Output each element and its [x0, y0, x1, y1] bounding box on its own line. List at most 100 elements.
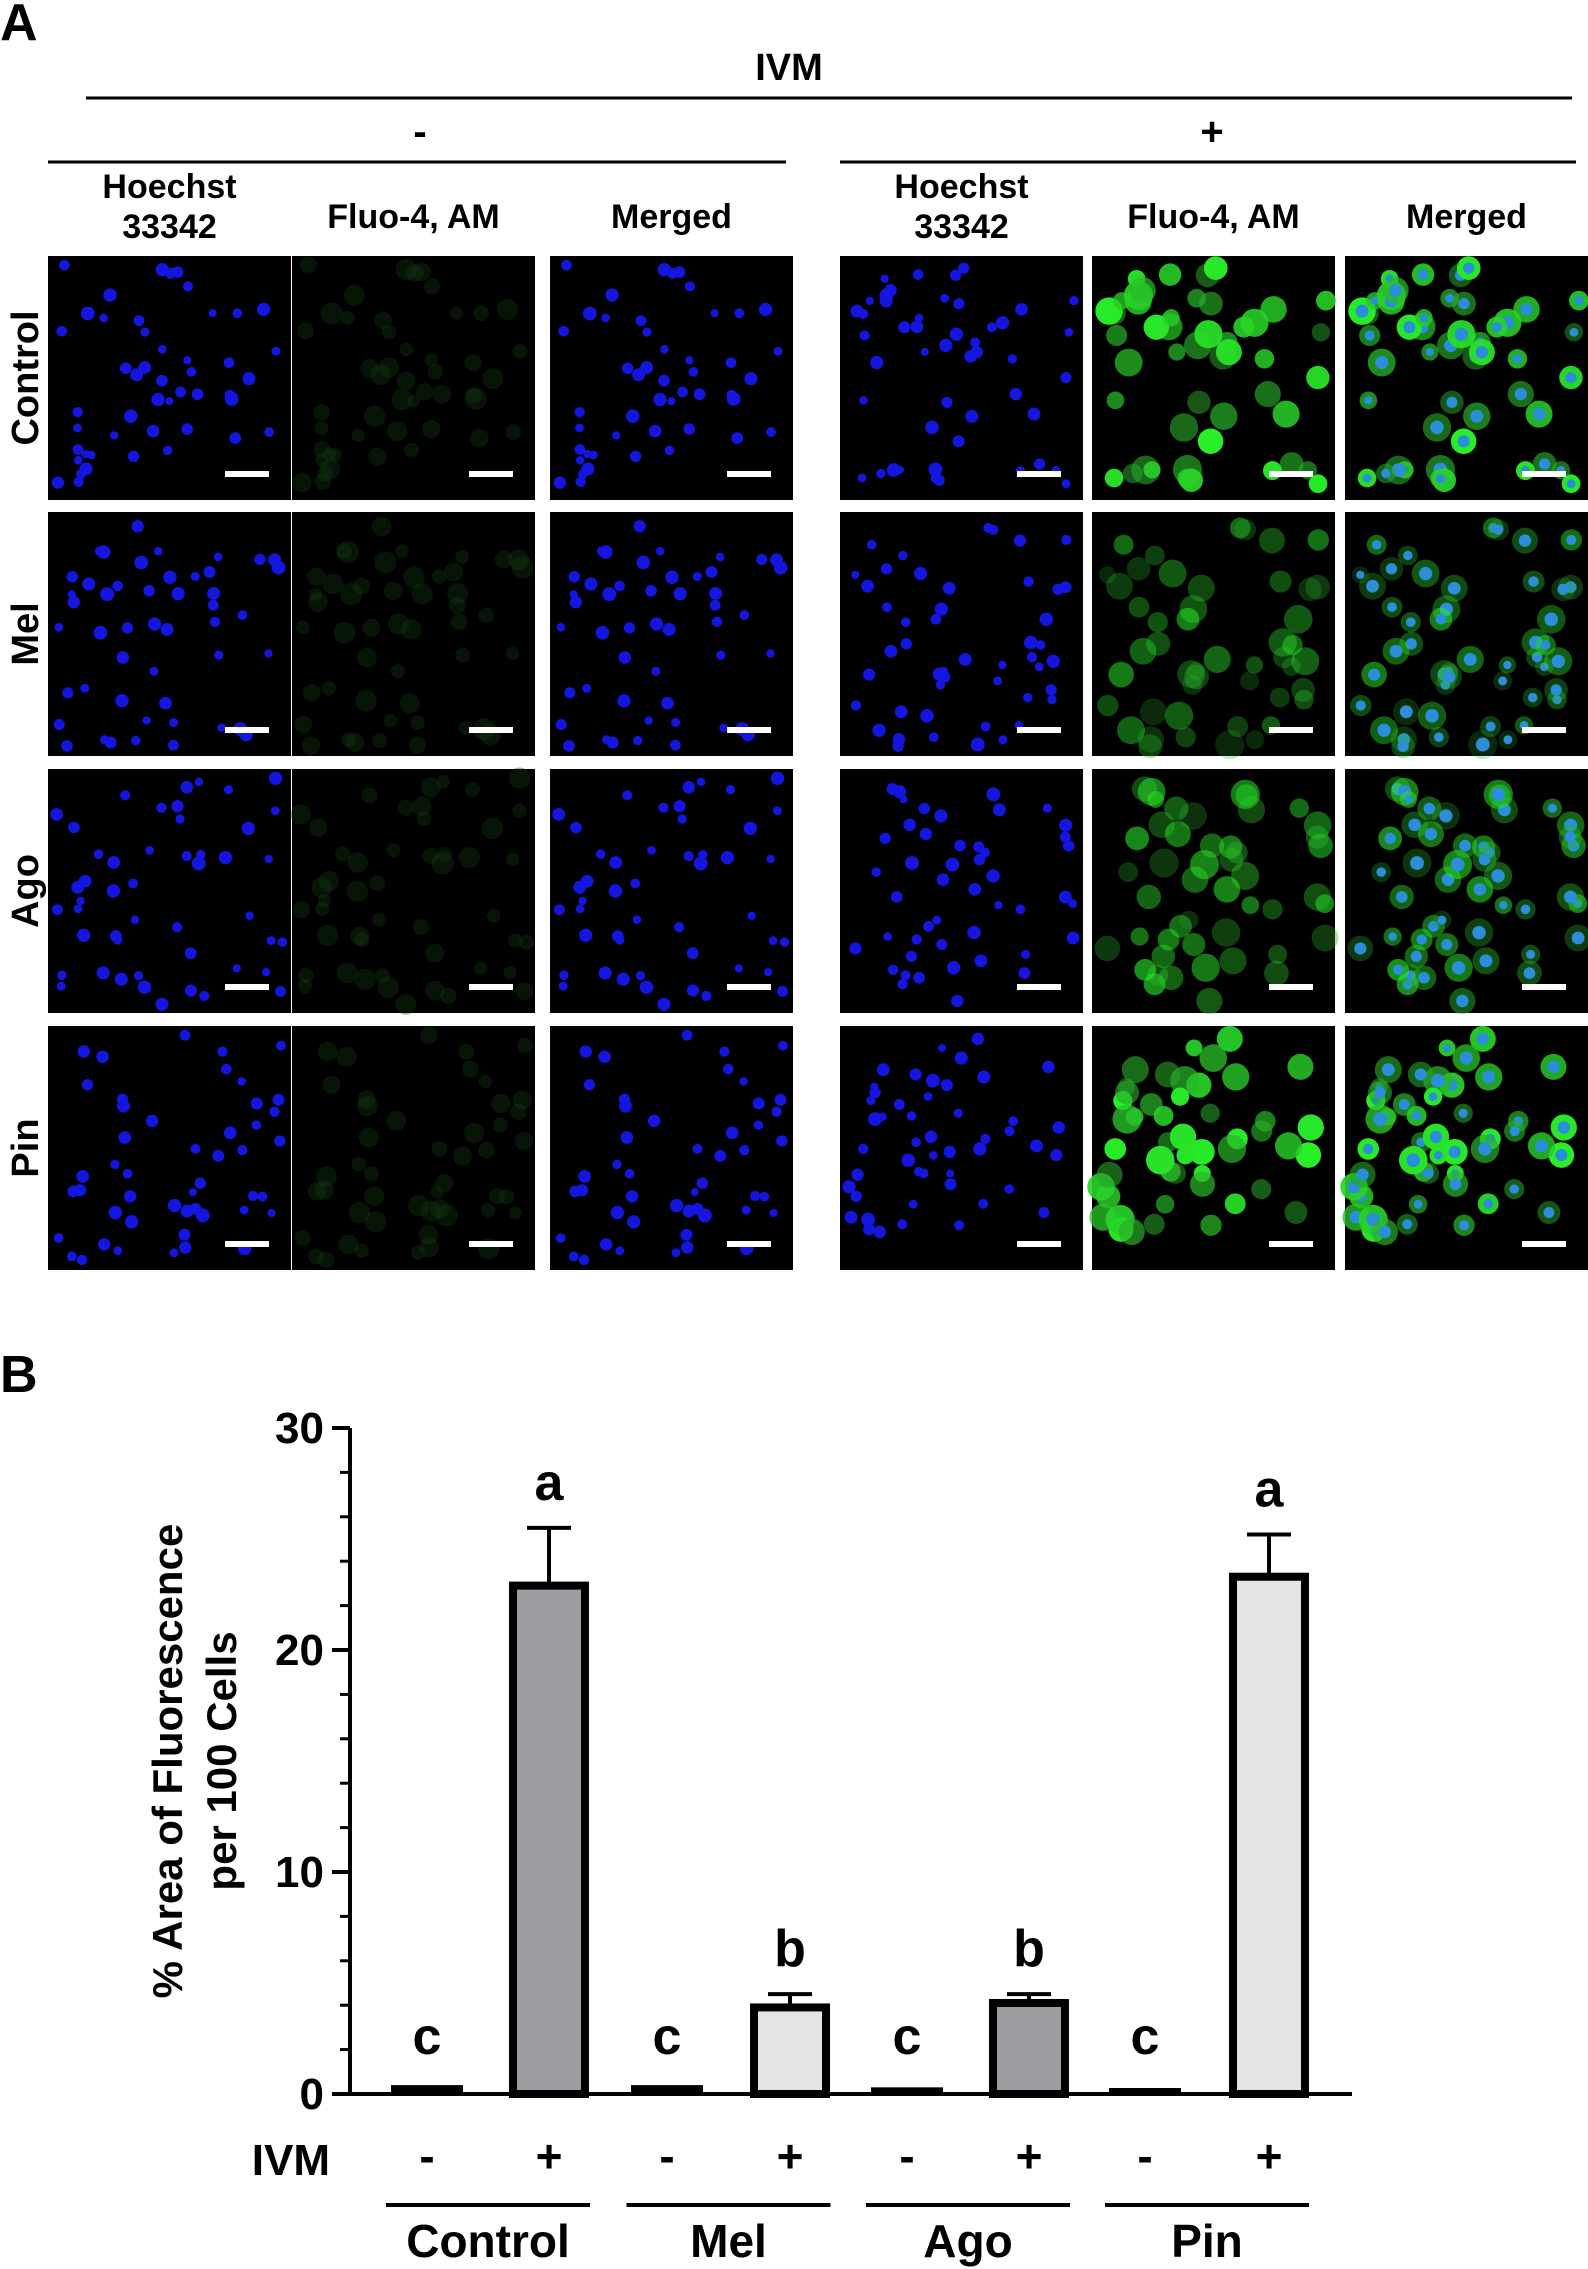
row-label: Ago — [5, 854, 47, 928]
column-headers: Hoechst 33342 Fluo-4, AM Merged Hoechst 33342… — [102, 168, 1527, 246]
scale-bar — [1522, 1241, 1566, 1247]
scale-bar — [469, 984, 513, 990]
y-axis-label-text: % Area of Fluorescence per 100 Cells — [144, 1524, 245, 1999]
scale-bar — [469, 727, 513, 733]
group-label: Mel — [690, 2215, 767, 2267]
ivm-sign-label: - — [1137, 2130, 1152, 2182]
micrograph-panel — [48, 769, 291, 1013]
scale-bar — [225, 727, 269, 733]
bar-ago-minus: c — [871, 2008, 943, 2094]
significance-letter: a — [1255, 1461, 1285, 1519]
significance-letter: c — [653, 2008, 682, 2066]
scale-bar — [225, 1241, 269, 1247]
bar-rect — [989, 1998, 1069, 2098]
micrograph-panel — [550, 512, 793, 756]
row-label: Control — [5, 310, 47, 445]
micrograph-panel — [1087, 1025, 1335, 1270]
scale-bar — [727, 1241, 771, 1247]
significance-letter: b — [774, 1920, 806, 1978]
scale-bar — [1269, 727, 1313, 733]
bar-rect — [509, 1581, 589, 2098]
scale-bar — [469, 471, 513, 477]
bar-rect — [750, 2003, 830, 2099]
column-header: Hoechst 33342 — [894, 168, 1028, 246]
minus-group-header: - — [413, 110, 426, 154]
significance-letter: b — [1013, 1920, 1045, 1978]
group-label: Control — [406, 2215, 570, 2267]
micrograph-panel — [291, 256, 535, 500]
bar-rect — [1109, 2088, 1181, 2094]
bar-mel-plus: b — [750, 1920, 830, 2099]
row-labels: Control Mel Ago Pin — [5, 310, 47, 1177]
micrograph-panel — [292, 1026, 535, 1270]
column-header: Fluo-4, AM — [1127, 198, 1300, 236]
ivm-sign-label: + — [536, 2130, 563, 2182]
bars: c a c b c b c a — [391, 1454, 1309, 2099]
ivm-sign-label: - — [419, 2130, 434, 2182]
bar-mel-minus: c — [631, 2008, 703, 2094]
ivm-sign-label: - — [899, 2130, 914, 2182]
scale-bar — [1017, 984, 1061, 990]
x-axis: IVM - + - + - + - + Control Mel Ago Pin — [252, 2130, 1309, 2267]
scale-bar — [225, 984, 269, 990]
scale-bar — [1522, 727, 1566, 733]
ivm-sign-label: + — [1256, 2130, 1283, 2182]
bar-rect — [631, 2085, 703, 2094]
scale-bar — [1017, 727, 1061, 733]
ivm-sign-label: - — [659, 2130, 674, 2182]
bar-ago-plus: b — [989, 1920, 1069, 2098]
column-header: Merged — [611, 198, 732, 236]
column-header: Fluo-4, AM — [327, 198, 500, 236]
y-axis-label: % Area of Fluorescence per 100 Cells — [144, 1524, 245, 1999]
micrograph-panel — [1345, 512, 1588, 760]
micrograph-panel — [1345, 256, 1588, 500]
bar-pin-plus: a — [1229, 1461, 1309, 2098]
micrograph-panel — [550, 769, 793, 1013]
group-label: Pin — [1171, 2215, 1243, 2267]
bar-rect — [391, 2085, 463, 2094]
ivm-sign-label: + — [1016, 2130, 1043, 2182]
scale-bar — [1269, 984, 1313, 990]
bar-pin-minus: c — [1109, 2008, 1181, 2094]
row-label: Mel — [5, 602, 47, 665]
scale-bar — [727, 984, 771, 990]
bar-rect — [1229, 1572, 1309, 2098]
bar-control-plus: a — [509, 1454, 589, 2098]
micrograph-panel — [840, 256, 1083, 500]
micrograph-panel — [48, 256, 291, 500]
significance-letter: c — [1131, 2008, 1160, 2066]
micrograph-panel — [550, 256, 793, 500]
panel-a-label: A — [0, 0, 38, 52]
micrograph-panel — [1092, 769, 1339, 1015]
scale-bar — [1017, 471, 1061, 477]
bar-rect — [871, 2087, 943, 2094]
column-header: Merged — [1406, 198, 1527, 236]
scale-bar — [1017, 1241, 1061, 1247]
ivm-sign-label: + — [777, 2130, 804, 2182]
micrograph-panel — [48, 512, 291, 756]
significance-letter: c — [413, 2008, 442, 2066]
scale-bar — [727, 471, 771, 477]
bar-chart: 0 10 20 30 % Area of Fluorescence per 100 Ce… — [144, 1404, 1352, 2267]
scale-bar — [469, 1241, 513, 1247]
micrograph-panel — [292, 512, 535, 756]
row-label: Pin — [5, 1118, 47, 1177]
micrograph-panel — [840, 512, 1083, 756]
micrograph-panel — [1092, 256, 1336, 500]
scale-bar — [1269, 471, 1313, 477]
scale-bar — [727, 727, 771, 733]
scale-bar — [1269, 1241, 1313, 1247]
y-tick-label: 0 — [300, 2070, 324, 2119]
micrograph-panel — [840, 1026, 1083, 1270]
micrograph-grid — [48, 256, 1588, 1270]
group-label: Ago — [923, 2215, 1012, 2267]
x-row-label: IVM — [252, 2136, 330, 2185]
micrograph-panel — [1340, 1025, 1588, 1270]
scale-bar — [1522, 471, 1566, 477]
micrograph-panel — [48, 1026, 291, 1270]
y-tick-label: 10 — [275, 1848, 324, 1897]
scale-bar — [225, 471, 269, 477]
ivm-header: IVM — [755, 47, 823, 89]
micrograph-panel — [550, 1026, 793, 1270]
